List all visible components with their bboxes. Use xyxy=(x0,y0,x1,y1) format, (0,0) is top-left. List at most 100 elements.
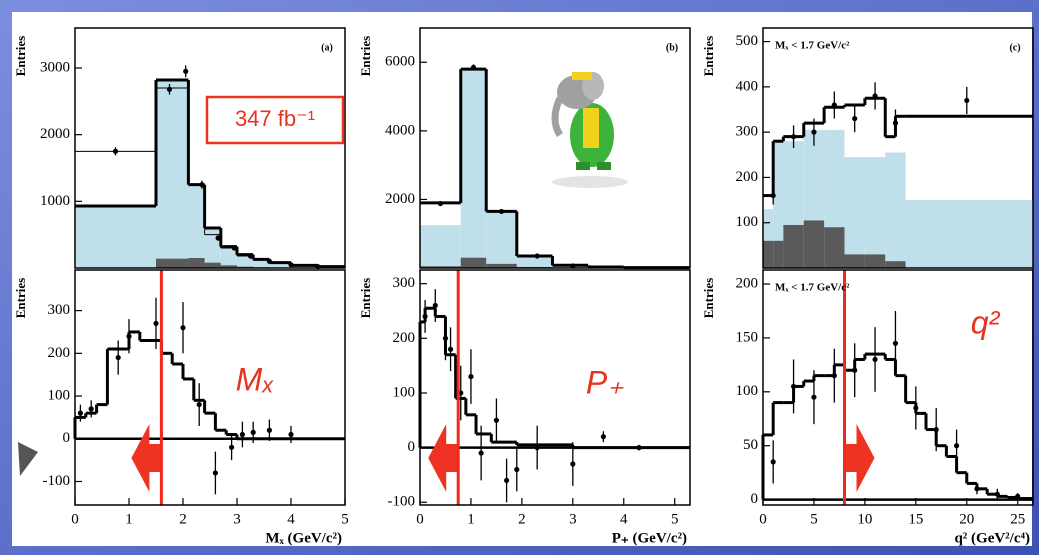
data-point xyxy=(447,346,454,352)
x-tick-label: 1 xyxy=(467,511,475,527)
y-axis-label: Entries xyxy=(701,278,716,318)
y-axis-label: Entries xyxy=(358,278,373,318)
y-tick-label: 2000 xyxy=(385,191,415,207)
y-tick-label: 100 xyxy=(393,384,416,400)
x-tick-label: 2 xyxy=(518,511,526,527)
data-point xyxy=(288,431,294,438)
data-point xyxy=(493,417,500,423)
x-tick-label: 10 xyxy=(857,511,872,527)
variable-label: P₊ xyxy=(586,364,624,400)
y-axis-label: Entries xyxy=(701,36,716,76)
y-tick-label: 0 xyxy=(408,439,416,455)
histogram-bin xyxy=(905,200,1033,268)
luminosity-box xyxy=(205,95,345,145)
cut-arrow xyxy=(131,424,162,492)
data-point xyxy=(570,461,576,467)
cut-note: Mₓ < 1.7 GeV/c² xyxy=(775,40,850,52)
data-point xyxy=(913,405,919,411)
histogram-bin xyxy=(783,224,804,268)
histogram-bin xyxy=(156,258,189,268)
plot-frame xyxy=(419,269,691,506)
histogram-bin xyxy=(204,262,221,268)
histogram-bin xyxy=(156,80,189,268)
data-point xyxy=(229,444,235,450)
data-point xyxy=(153,320,159,327)
data-point xyxy=(811,394,817,400)
x-tick-label: 4 xyxy=(620,511,628,527)
data-point xyxy=(215,235,221,241)
data-point xyxy=(212,470,218,476)
histogram-bin xyxy=(420,225,461,268)
histogram-bin xyxy=(773,240,784,268)
histogram-bin xyxy=(763,209,774,268)
x-tick-label: 3 xyxy=(233,511,241,527)
y-tick-label: 2000 xyxy=(40,126,70,142)
x-tick-label: 5 xyxy=(341,511,349,527)
data-point xyxy=(953,443,960,449)
y-tick-label: 300 xyxy=(48,302,71,318)
y-tick-label: 200 xyxy=(736,275,759,291)
histogram-panel: 1000 2000 3000 Entries (a) 347 fb⁻¹ xyxy=(13,27,346,270)
cut-note: Mₓ < 1.7 GeV/c² xyxy=(775,282,850,294)
data-point xyxy=(504,477,510,484)
plot-frame xyxy=(74,269,346,506)
data-point xyxy=(166,86,173,92)
data-point xyxy=(77,410,83,416)
histogram-bin xyxy=(486,263,517,268)
data-point xyxy=(852,367,858,373)
histogram-bin xyxy=(188,258,205,268)
data-point xyxy=(250,429,256,435)
histogram-bin xyxy=(844,254,865,268)
histogram-bin xyxy=(516,256,553,268)
histogram-bin xyxy=(75,206,156,268)
histogram-bin xyxy=(188,184,205,268)
y-tick-label: 50 xyxy=(743,437,758,453)
y-tick-label: 100 xyxy=(48,387,71,403)
data-point xyxy=(180,325,186,331)
data-point xyxy=(831,373,837,379)
histogram-bin xyxy=(824,227,845,268)
y-tick-label: 1000 xyxy=(40,193,70,209)
plot-frame xyxy=(762,27,1034,269)
y-axis-label: Entries xyxy=(13,278,28,318)
variable-label: Mₓ xyxy=(236,361,275,397)
data-point xyxy=(422,313,428,320)
x-tick-label: 3 xyxy=(569,511,577,527)
x-tick-label: 4 xyxy=(287,511,295,527)
data-point xyxy=(534,253,540,259)
y-axis-label: Entries xyxy=(358,36,373,76)
histogram-bin xyxy=(269,262,291,268)
data-point xyxy=(636,445,642,451)
histogram-panel: 2000 4000 6000 Entries (b) xyxy=(358,27,691,270)
y-tick-label: 100 xyxy=(736,214,759,230)
x-axis-label: q² (GeV²/c⁴) xyxy=(954,530,1030,546)
y-tick-label: 400 xyxy=(736,78,759,94)
data-point xyxy=(570,263,576,269)
data-point xyxy=(437,200,443,207)
histogram-bin xyxy=(895,261,906,268)
x-tick-label: 0 xyxy=(71,511,79,527)
y-tick-label: 300 xyxy=(736,124,759,140)
data-point xyxy=(432,302,438,309)
x-tick-label: 2 xyxy=(179,511,187,527)
data-point xyxy=(88,406,94,412)
x-axis-label: Mₓ (GeV/c²) xyxy=(265,530,342,546)
data-point xyxy=(266,258,272,264)
data-point xyxy=(468,373,474,380)
histogram-bin xyxy=(204,228,221,268)
luminosity-label: 347 fb⁻¹ xyxy=(235,106,315,131)
histogram-bin xyxy=(864,157,886,268)
data-point xyxy=(112,148,119,154)
cut-arrow xyxy=(844,424,875,492)
data-point xyxy=(183,68,189,74)
data-point xyxy=(852,115,858,122)
histogram-bin xyxy=(895,152,906,268)
y-tick-label: 200 xyxy=(736,169,759,185)
data-point xyxy=(974,486,980,492)
data-point xyxy=(199,182,205,188)
data-point xyxy=(994,491,1000,497)
data-point xyxy=(872,356,878,363)
panel-label: (a) xyxy=(321,42,333,53)
data-point xyxy=(239,431,245,438)
